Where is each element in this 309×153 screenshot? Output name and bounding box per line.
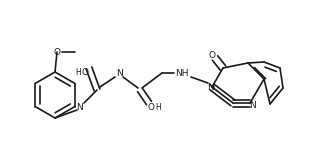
Text: N: N xyxy=(249,101,255,110)
Text: H: H xyxy=(75,67,81,76)
Text: H: H xyxy=(155,103,161,112)
Text: N: N xyxy=(76,103,83,112)
Text: O: O xyxy=(82,67,88,76)
Text: O: O xyxy=(147,103,154,112)
Text: O: O xyxy=(53,47,61,56)
Text: NH: NH xyxy=(175,69,189,78)
Text: O: O xyxy=(209,50,215,60)
Text: N: N xyxy=(116,69,122,78)
Text: N: N xyxy=(207,82,214,91)
